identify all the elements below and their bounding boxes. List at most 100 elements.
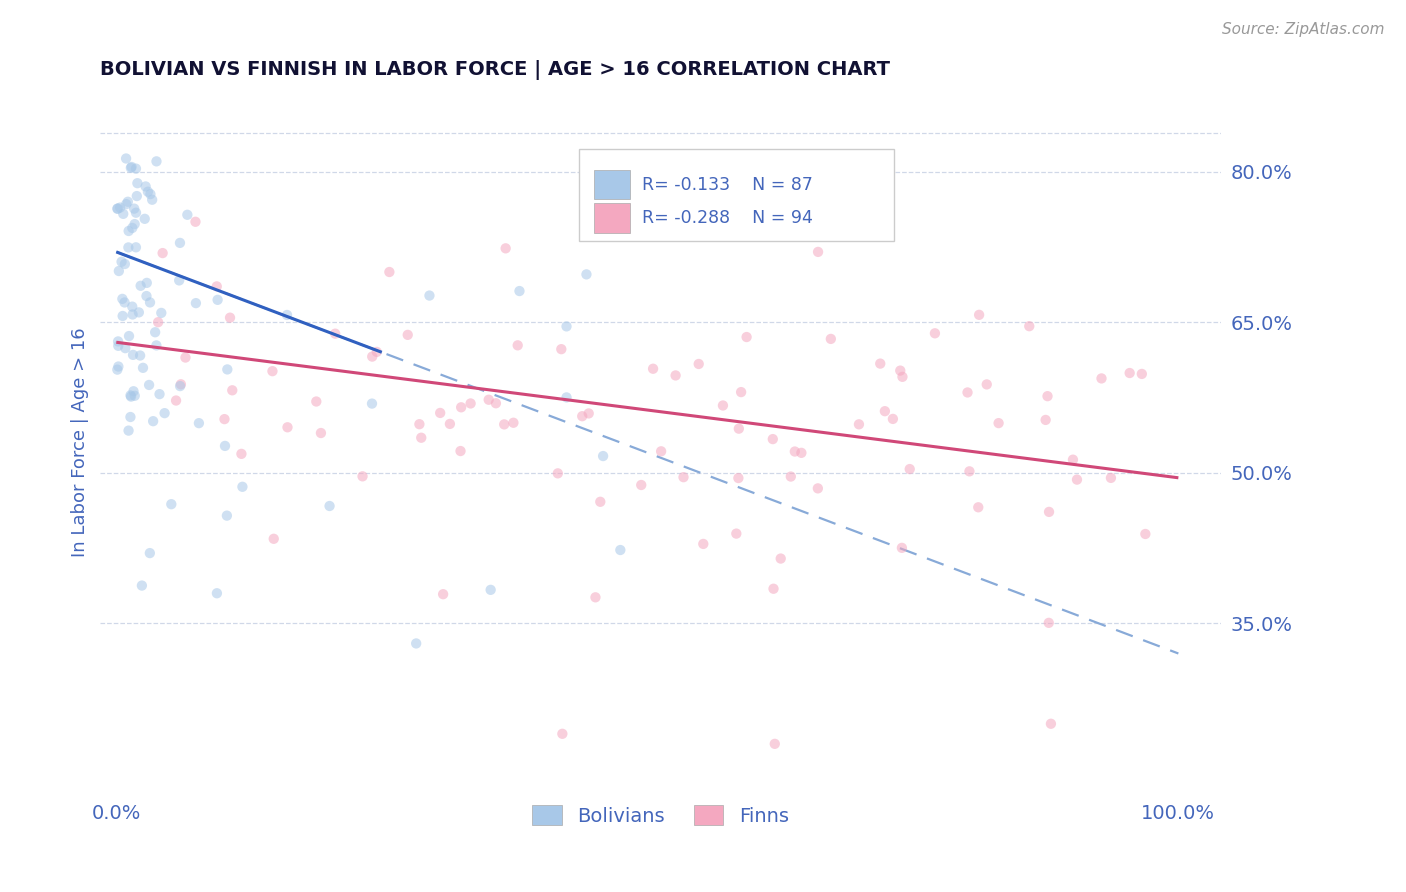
Point bbox=[135, 179, 157, 194]
Point bbox=[215, 508, 238, 523]
Point bbox=[309, 425, 332, 440]
Point bbox=[110, 254, 132, 268]
Point bbox=[125, 161, 148, 176]
Point bbox=[214, 412, 236, 426]
Point bbox=[115, 152, 138, 166]
Point bbox=[956, 385, 979, 400]
Point bbox=[571, 409, 593, 424]
Point bbox=[107, 202, 129, 216]
Point bbox=[139, 546, 162, 560]
Point bbox=[585, 591, 607, 605]
Point bbox=[807, 481, 830, 495]
Legend: Bolivians, Finns: Bolivians, Finns bbox=[524, 797, 797, 833]
Point bbox=[150, 306, 173, 320]
Point bbox=[131, 578, 153, 592]
Point bbox=[143, 325, 166, 339]
Point bbox=[807, 244, 830, 259]
Point bbox=[132, 360, 155, 375]
Point bbox=[725, 526, 748, 541]
Point bbox=[508, 284, 530, 298]
Point bbox=[1039, 716, 1062, 731]
Point bbox=[418, 288, 440, 302]
Point bbox=[107, 334, 129, 349]
Point bbox=[665, 368, 688, 383]
Point bbox=[1090, 371, 1112, 385]
Point bbox=[153, 406, 176, 420]
Point bbox=[460, 396, 482, 410]
Point bbox=[129, 349, 152, 363]
Point bbox=[378, 265, 401, 279]
Point bbox=[114, 257, 136, 271]
Y-axis label: In Labor Force | Age > 16: In Labor Force | Age > 16 bbox=[72, 328, 89, 558]
Point bbox=[547, 467, 569, 481]
Point bbox=[1135, 527, 1157, 541]
Point bbox=[262, 364, 284, 378]
Point bbox=[231, 447, 253, 461]
Point bbox=[609, 543, 631, 558]
Point bbox=[987, 416, 1010, 430]
Point bbox=[115, 197, 138, 211]
Point bbox=[439, 417, 461, 431]
Point bbox=[170, 377, 193, 392]
Point bbox=[129, 278, 152, 293]
Point bbox=[138, 378, 160, 392]
Text: BOLIVIAN VS FINNISH IN LABOR FORCE | AGE > 16 CORRELATION CHART: BOLIVIAN VS FINNISH IN LABOR FORCE | AGE… bbox=[100, 60, 890, 79]
Point bbox=[146, 315, 169, 329]
Point bbox=[692, 537, 714, 551]
Point bbox=[366, 345, 388, 359]
Point bbox=[485, 396, 508, 410]
Point bbox=[174, 351, 197, 365]
Text: R= -0.288    N = 94: R= -0.288 N = 94 bbox=[641, 209, 813, 227]
Point bbox=[142, 414, 165, 428]
Point bbox=[790, 446, 813, 460]
Point bbox=[727, 422, 749, 436]
Point bbox=[184, 296, 207, 310]
Point bbox=[323, 326, 346, 341]
Point bbox=[641, 361, 664, 376]
Point bbox=[107, 339, 129, 353]
Point bbox=[650, 444, 672, 458]
Point bbox=[145, 154, 167, 169]
Point bbox=[730, 385, 752, 400]
Point bbox=[169, 235, 191, 250]
Point bbox=[134, 211, 156, 226]
Point bbox=[118, 224, 141, 238]
Point bbox=[165, 393, 187, 408]
Point bbox=[478, 392, 501, 407]
Point bbox=[1038, 615, 1060, 630]
Point bbox=[114, 341, 136, 355]
Point bbox=[135, 289, 157, 303]
Point bbox=[127, 176, 149, 190]
Point bbox=[1036, 389, 1059, 403]
Point bbox=[231, 480, 253, 494]
Point bbox=[187, 416, 209, 430]
Point bbox=[121, 308, 143, 322]
Point bbox=[205, 586, 228, 600]
Point bbox=[117, 194, 139, 209]
Point bbox=[205, 279, 228, 293]
Point bbox=[114, 295, 136, 310]
Point bbox=[219, 310, 242, 325]
Point bbox=[783, 444, 806, 458]
Point bbox=[396, 327, 419, 342]
Point bbox=[263, 532, 285, 546]
Point bbox=[735, 330, 758, 344]
Point bbox=[762, 582, 785, 596]
Point bbox=[352, 469, 374, 483]
Point bbox=[450, 444, 472, 458]
Text: R= -0.133    N = 87: R= -0.133 N = 87 bbox=[641, 176, 813, 194]
Point bbox=[882, 412, 904, 426]
Point bbox=[889, 363, 911, 377]
FancyBboxPatch shape bbox=[579, 149, 894, 241]
Point bbox=[108, 264, 131, 278]
Point bbox=[967, 500, 990, 515]
Point bbox=[305, 394, 328, 409]
Point bbox=[957, 464, 980, 478]
Point bbox=[551, 727, 574, 741]
Point bbox=[924, 326, 946, 341]
Point bbox=[122, 348, 145, 362]
Point bbox=[672, 470, 695, 484]
Point bbox=[276, 420, 298, 434]
Point bbox=[869, 357, 891, 371]
Point bbox=[779, 469, 801, 483]
